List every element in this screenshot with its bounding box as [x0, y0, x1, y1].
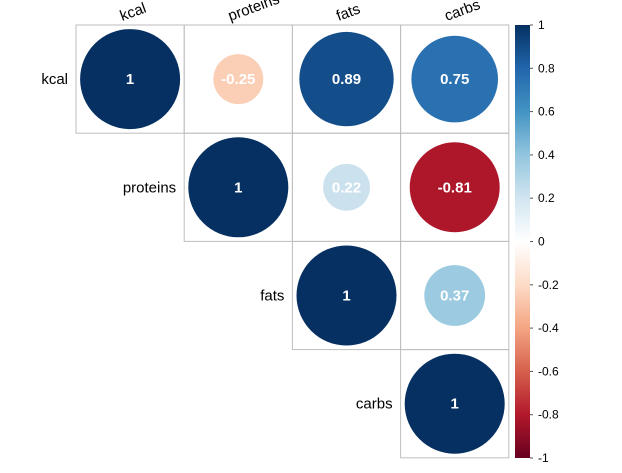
value-label: -0.81: [438, 179, 472, 196]
correlation-circle: [188, 137, 289, 238]
colorbar-tick-label: 0.4: [538, 148, 555, 162]
colorbar: [515, 25, 530, 458]
correlation-circle: [424, 265, 486, 326]
value-label: -0.25: [221, 71, 255, 88]
grid-cell: [400, 349, 510, 459]
value-label: 0.37: [440, 288, 469, 305]
colorbar-tick-label: 0.8: [538, 61, 555, 75]
row-label: carbs: [356, 396, 393, 413]
value-label: 1: [234, 179, 242, 196]
correlation-circle: [409, 142, 500, 233]
colorbar-tick-label: -0.4: [538, 321, 559, 335]
correlation-circle: [411, 35, 499, 123]
colorbar-tick-label: 0: [538, 235, 545, 249]
value-label: 0.22: [332, 179, 361, 196]
column-label: proteins: [226, 0, 282, 25]
value-label: 0.75: [440, 71, 469, 88]
colorbar-tick-label: -0.6: [538, 364, 559, 378]
colorbar-ticks: 1 0.8 0.6 0.4 0.2 0 -0.2 -0.4 -0.6 -0.8 -1: [530, 18, 559, 465]
correlation-circle: [213, 54, 264, 105]
colorbar-tick-label: 1: [538, 18, 545, 32]
correlation-circles: [80, 29, 505, 454]
value-labels: 1 -0.25 0.89 0.75 1 0.22 -0.81 1 0.37 1: [126, 71, 472, 413]
row-label: kcal: [41, 71, 68, 88]
value-label: 1: [451, 396, 459, 413]
column-labels: kcal proteins fats carbs: [118, 0, 483, 25]
column-label: fats: [334, 1, 363, 25]
value-label: 1: [342, 288, 350, 305]
grid-cells: [75, 24, 510, 459]
colorbar-tick-label: 0.2: [538, 191, 555, 205]
correlation-circle: [299, 31, 394, 127]
correlation-circle: [80, 29, 181, 130]
colorbar-tick-label: -1: [538, 451, 549, 465]
value-label: 1: [126, 71, 134, 88]
colorbar-tick-label: 0.6: [538, 105, 555, 119]
correlation-circle: [323, 163, 370, 211]
colorbar-tick-label: -0.8: [538, 408, 559, 422]
colorbar-tick-label: -0.2: [538, 278, 559, 292]
row-label: fats: [260, 288, 284, 305]
row-label: proteins: [123, 179, 176, 196]
column-label: kcal: [118, 0, 149, 25]
column-label: carbs: [442, 0, 482, 25]
correlation-circle: [404, 353, 505, 454]
row-labels: kcal proteins fats carbs: [41, 71, 392, 413]
value-label: 0.89: [332, 71, 361, 88]
correlation-circle: [296, 245, 397, 346]
colorbar-gradient: [515, 25, 530, 458]
